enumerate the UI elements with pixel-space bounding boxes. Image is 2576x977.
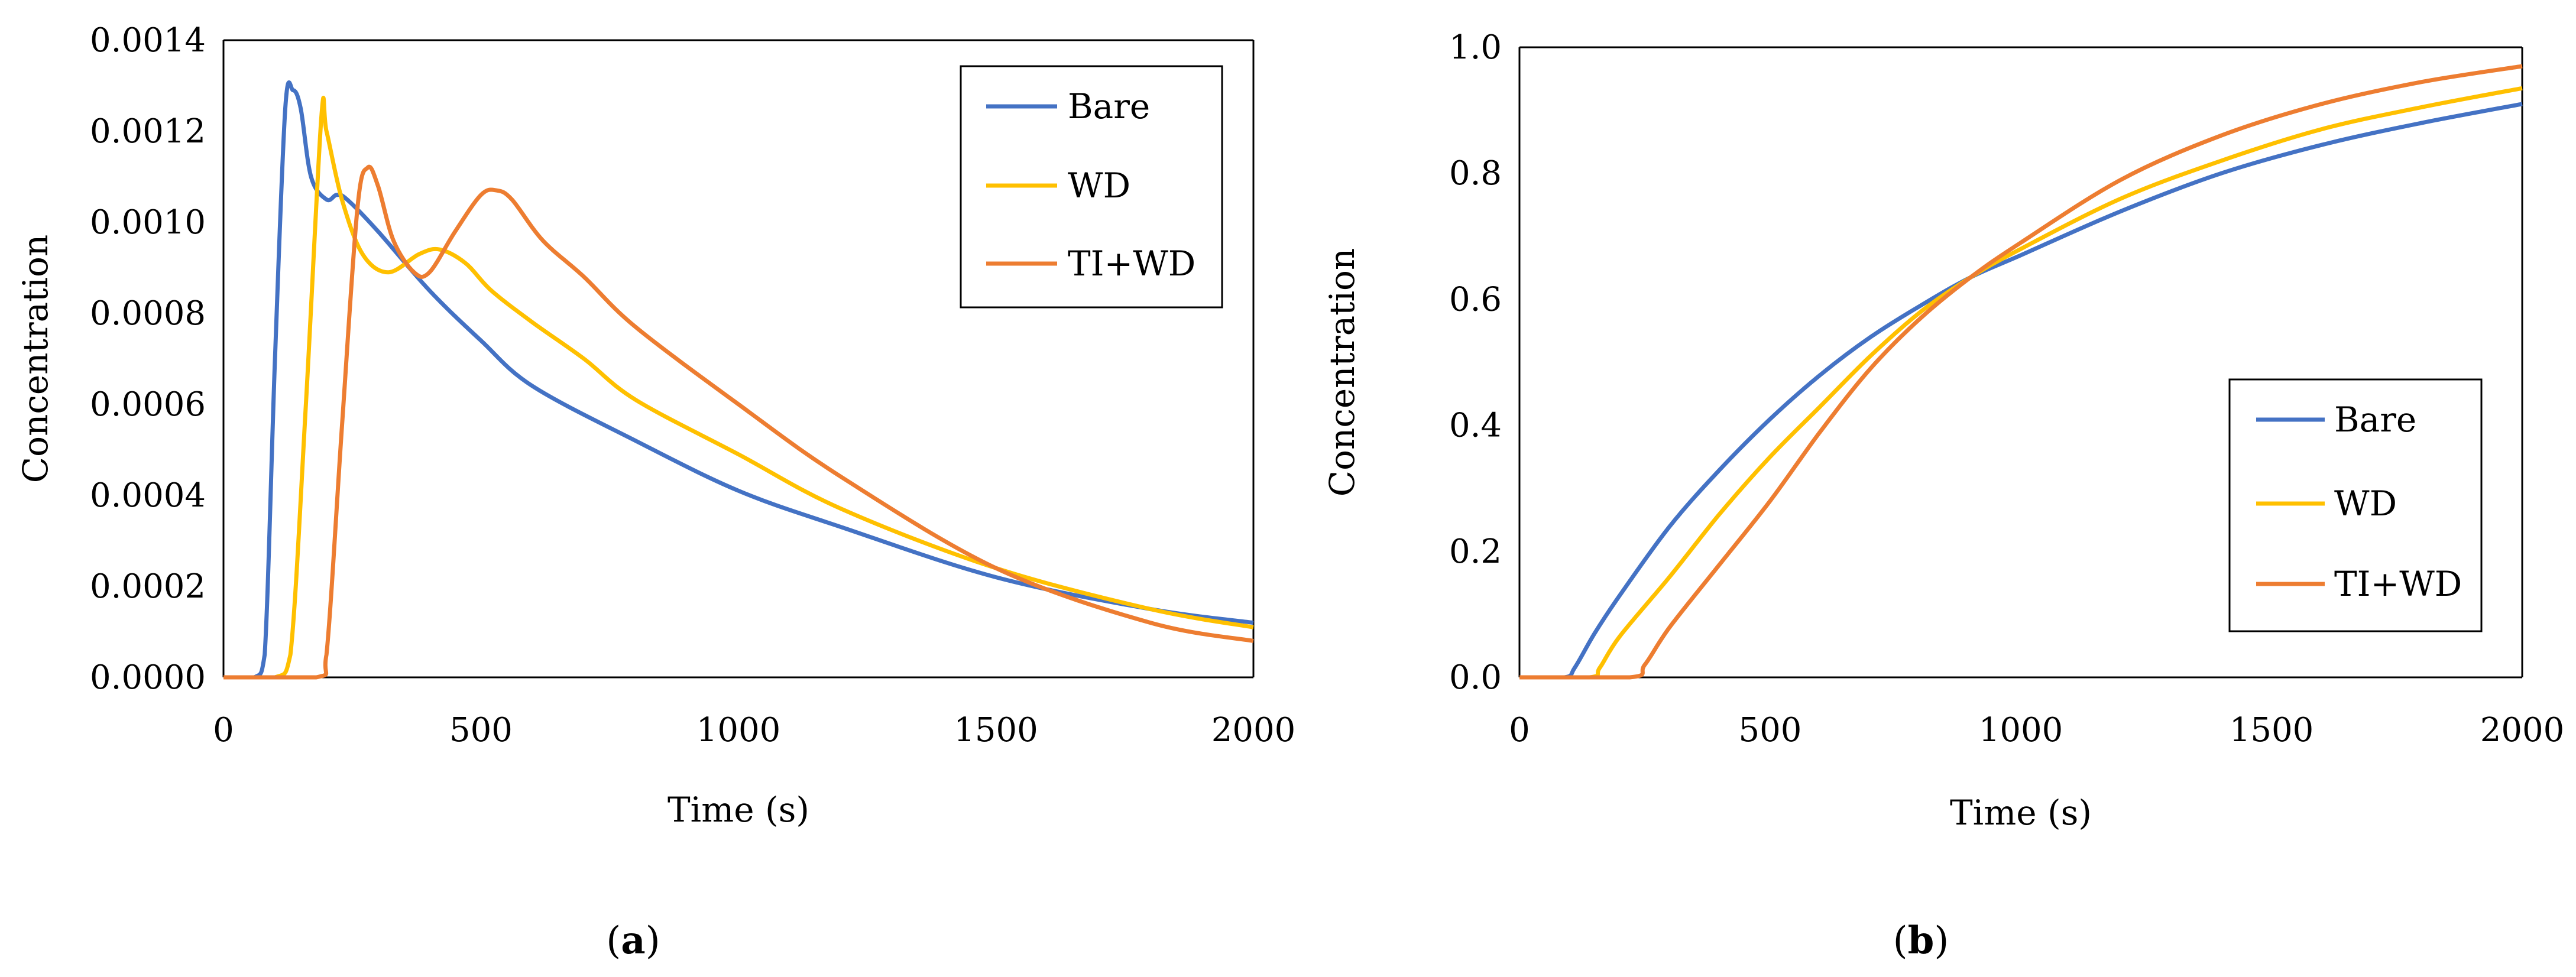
gridlines-a [223, 39, 1255, 677]
x-axis-label-b: Time (s) [1950, 793, 2092, 833]
legend-label-wd-a: WD [1068, 165, 1130, 206]
series-line-bare-b [1519, 102, 2523, 680]
y-tick-a-4: 0.0008 [90, 294, 206, 333]
x-tick-b-0: 0 [1509, 711, 1530, 749]
x-tick-a-0: 0 [213, 711, 234, 749]
x-tick-b-2: 1000 [1979, 711, 2063, 749]
legend-label-bare-b: Bare [2334, 400, 2416, 440]
legend-b: Bare WD TI+WD [2228, 378, 2483, 632]
y-tick-a-2: 0.0004 [90, 476, 206, 515]
legend-label-tiwd-b: TI+WD [2334, 564, 2462, 604]
series-line-bare-a [223, 80, 1254, 680]
y-tick-a-3: 0.0006 [90, 385, 206, 424]
panel-letter-b: b [1908, 918, 1935, 963]
chart-panel-b: 0 500 1000 1500 2000 0.0 0.2 0.4 0.6 0.8… [1322, 28, 2564, 963]
legend-label-bare-a: Bare [1068, 86, 1150, 126]
x-tick-a-2: 1000 [696, 711, 781, 749]
panel-label-b: (b) [1893, 918, 1949, 963]
panel-letter-a: a [621, 918, 645, 963]
tick-labels-b: 0 500 1000 1500 2000 0.0 0.2 0.4 0.6 0.8… [1449, 28, 2564, 749]
y-tick-b-4: 0.8 [1449, 154, 1502, 193]
series-line-tiwd-b [1519, 64, 2523, 680]
y-tick-a-6: 0.0012 [90, 112, 206, 151]
x-tick-b-4: 2000 [2480, 711, 2565, 749]
y-axis-label-b: Concentration [1322, 248, 1362, 497]
x-tick-a-3: 1500 [954, 711, 1038, 749]
legend-label-wd-b: WD [2334, 483, 2397, 524]
x-tick-a-1: 500 [449, 711, 513, 749]
chart-panel-a: 0 500 1000 1500 2000 0.0000 0.0002 0.000… [15, 21, 1295, 963]
gridlines-b [1519, 46, 2523, 677]
y-axis-label-a: Concentration [15, 235, 56, 483]
series-line-wd-b [1519, 86, 2523, 680]
y-tick-b-2: 0.4 [1449, 407, 1502, 445]
y-tick-a-5: 0.0010 [90, 203, 206, 242]
legend-label-tiwd-a: TI+WD [1068, 244, 1195, 284]
y-tick-a-0: 0.0000 [90, 658, 206, 697]
y-tick-b-3: 0.6 [1449, 280, 1502, 319]
series-line-tiwd-a [223, 164, 1254, 680]
y-tick-a-1: 0.0002 [90, 567, 206, 606]
x-tick-b-3: 1500 [2230, 711, 2314, 749]
legend-a: Bare WD TI+WD [960, 65, 1223, 309]
y-tick-b-5: 1.0 [1449, 28, 1502, 67]
x-tick-b-1: 500 [1739, 711, 1802, 749]
tick-labels-a: 0 500 1000 1500 2000 0.0000 0.0002 0.000… [90, 21, 1295, 749]
y-tick-a-7: 0.0014 [90, 21, 206, 60]
x-axis-label-a: Time (s) [668, 790, 809, 830]
y-tick-b-1: 0.2 [1449, 533, 1502, 571]
panel-label-a: (a) [606, 918, 660, 963]
y-tick-b-0: 0.0 [1449, 658, 1502, 697]
x-tick-a-4: 2000 [1211, 711, 1296, 749]
